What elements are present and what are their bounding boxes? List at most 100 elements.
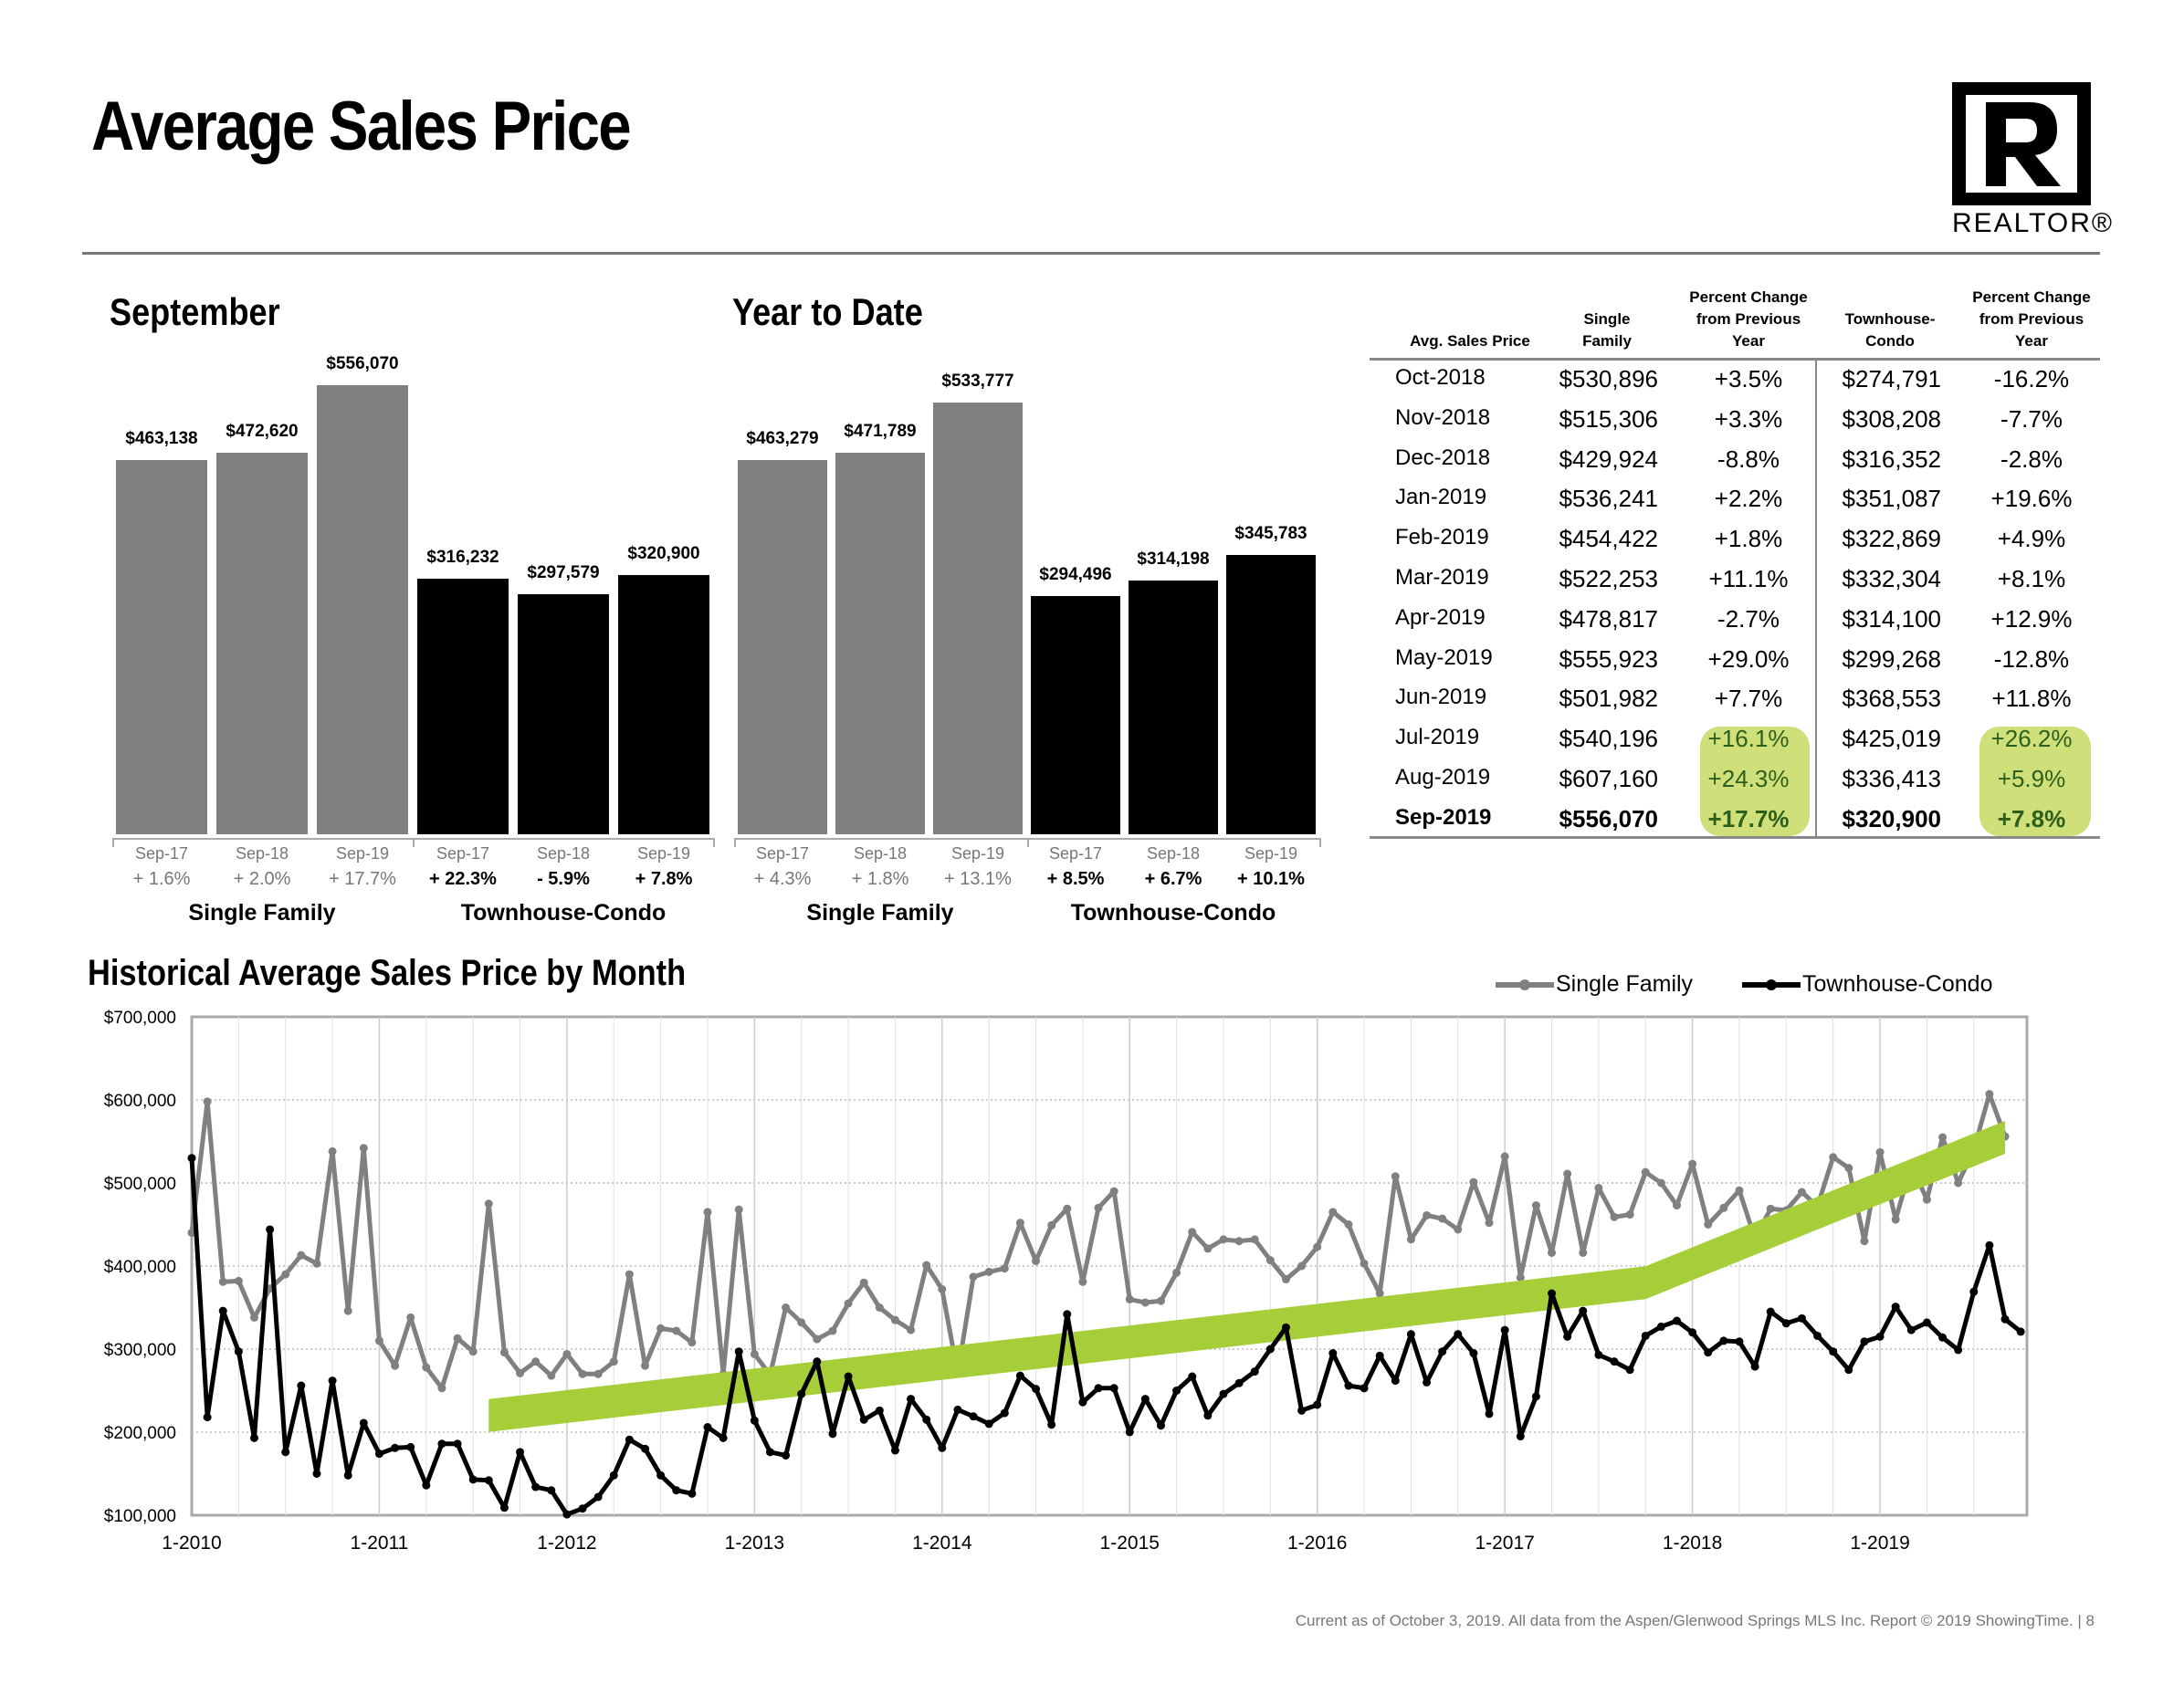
page-title: Average Sales Price (91, 88, 632, 165)
townhouse-condo-point (1344, 1381, 1353, 1390)
september-bar (216, 452, 308, 834)
single-family-point (1531, 1201, 1540, 1210)
single-family-point (1875, 1147, 1885, 1156)
single-family-point (578, 1369, 587, 1378)
townhouse-condo-point (1469, 1349, 1478, 1358)
townhouse-condo-point (374, 1450, 383, 1459)
table-cell-sf-pct: +16.1% (1707, 725, 1790, 753)
table-cell-tc-price: $322,869 (1842, 525, 1941, 553)
single-family-point (828, 1326, 837, 1335)
townhouse-condo-point (1954, 1345, 1963, 1355)
single-family-point (1219, 1235, 1228, 1244)
townhouse-condo-point (1704, 1348, 1713, 1357)
september-change-label: + 22.3% (429, 869, 497, 889)
single-family-point (499, 1348, 509, 1357)
legend-tc-swatch (1742, 979, 1801, 990)
townhouse-condo-point (1423, 1377, 1432, 1387)
table-cell-sf-price: $555,923 (1559, 644, 1658, 673)
ytd-change-label: + 10.1% (1237, 869, 1305, 889)
townhouse-condo-point (1844, 1366, 1853, 1375)
table-cell-sf-pct: +1.8% (1714, 525, 1783, 553)
single-family-point (1548, 1248, 1557, 1257)
th-sf-1: Single (1583, 310, 1631, 328)
ytd-period-label: Sep-17 (1048, 844, 1103, 863)
table-cell-month: Sep-2019 (1395, 804, 1492, 830)
table-cell-tc-price: $332,304 (1842, 565, 1941, 592)
townhouse-condo-point (641, 1444, 650, 1453)
x-tick-label: 1-2015 (1100, 1533, 1160, 1554)
ytd-change-label: + 4.3% (753, 869, 812, 889)
townhouse-condo-point (391, 1443, 400, 1452)
table-cell-tc-price: $299,268 (1842, 644, 1941, 673)
townhouse-condo-point (1281, 1323, 1290, 1332)
townhouse-condo-point (266, 1225, 275, 1234)
single-family-point (1313, 1242, 1322, 1251)
single-family-point (516, 1368, 525, 1377)
table-cell-sf-price: $607,160 (1559, 765, 1658, 792)
single-family-point (969, 1272, 978, 1282)
y-tick-label: $200,000 (104, 1424, 176, 1443)
single-family-point (1406, 1235, 1415, 1244)
townhouse-condo-point (1328, 1349, 1338, 1358)
townhouse-condo-point (516, 1448, 525, 1457)
september-bar-value-label: $463,138 (125, 428, 198, 448)
single-family-point (1579, 1248, 1588, 1257)
single-family-point (547, 1371, 556, 1380)
single-family-point (203, 1097, 212, 1106)
single-family-point (1094, 1203, 1103, 1212)
single-family-point (1938, 1133, 1948, 1142)
table-cell-month: Jul-2019 (1395, 725, 1480, 750)
x-tick-label: 1-2013 (725, 1533, 784, 1554)
townhouse-condo-point (688, 1489, 697, 1498)
townhouse-condo-point (1781, 1319, 1790, 1328)
single-family-point (1156, 1296, 1165, 1305)
table-cell-tc-pct: +5.9% (1997, 765, 2066, 792)
single-family-point (1688, 1159, 1697, 1168)
townhouse-condo-point (703, 1423, 712, 1432)
september-bar (618, 574, 709, 834)
townhouse-condo-point (672, 1486, 681, 1495)
single-family-point (1281, 1275, 1290, 1284)
townhouse-condo-point (593, 1492, 603, 1502)
townhouse-condo-point (437, 1439, 446, 1449)
ytd-bar (835, 453, 925, 834)
townhouse-condo-point (234, 1347, 243, 1356)
single-family-point (1265, 1256, 1275, 1265)
townhouse-condo-point (890, 1446, 899, 1455)
september-group-label: Single Family (188, 900, 336, 926)
townhouse-condo-point (1735, 1337, 1744, 1346)
y-tick-label: $600,000 (104, 1092, 176, 1111)
table-cell-tc-pct: +19.6% (1990, 485, 2073, 513)
single-family-point (1844, 1164, 1853, 1173)
townhouse-condo-point (1297, 1406, 1307, 1415)
townhouse-condo-point (1391, 1376, 1400, 1386)
x-tick-label: 1-2012 (537, 1533, 596, 1554)
table-cell-month: Nov-2018 (1395, 404, 1491, 430)
single-family-point (1469, 1177, 1478, 1187)
townhouse-condo-point (844, 1372, 853, 1381)
townhouse-condo-point (1594, 1350, 1603, 1359)
ytd-period-label: Sep-19 (950, 844, 1005, 863)
single-family-point (890, 1315, 899, 1324)
th-tc-2: Condo (1865, 332, 1915, 350)
september-bar-value-label: $316,232 (426, 547, 499, 567)
townhouse-condo-point (1234, 1378, 1244, 1387)
table-cell-sf-pct: +29.0% (1707, 644, 1790, 673)
townhouse-condo-point (1766, 1307, 1775, 1316)
ytd-bar (1226, 554, 1316, 834)
th-tc-pct-3: Year (2015, 332, 2048, 350)
single-family-point (1391, 1172, 1400, 1181)
y-tick-label: $400,000 (104, 1258, 176, 1277)
ytd-bar (738, 459, 827, 834)
single-family-point (1704, 1220, 1713, 1229)
table-cell-sf-pct: +3.3% (1714, 404, 1783, 433)
legend-sf-swatch (1496, 979, 1554, 990)
townhouse-condo-point (187, 1154, 196, 1163)
townhouse-condo-point (1250, 1367, 1259, 1376)
single-family-point (1344, 1220, 1353, 1229)
townhouse-condo-point (1531, 1392, 1540, 1401)
single-family-point (1594, 1183, 1603, 1192)
single-family-point (984, 1267, 993, 1276)
table-cell-sf-pct: +11.1% (1708, 565, 1789, 592)
table-cell-sf-pct: +17.7% (1707, 804, 1790, 832)
